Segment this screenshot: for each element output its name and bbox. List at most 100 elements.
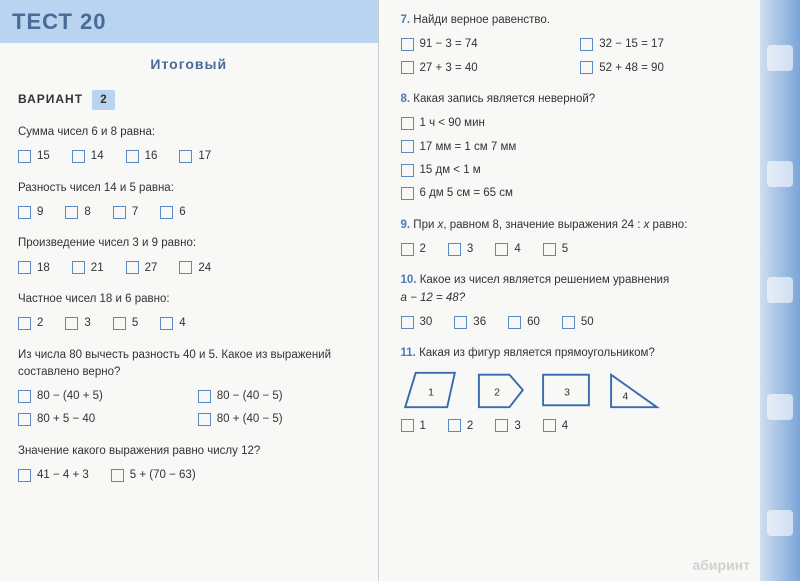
- q7-opt-d: 52 + 48 = 90: [599, 59, 664, 77]
- svg-text:4: 4: [622, 390, 628, 402]
- checkbox-icon[interactable]: [113, 206, 126, 219]
- edge-decoration-icon: [767, 45, 793, 71]
- q10-eq: a − 12 = 48?: [401, 292, 466, 304]
- q9-text-c: равно:: [649, 219, 687, 231]
- checkbox-icon[interactable]: [508, 316, 521, 329]
- checkbox-icon[interactable]: [401, 117, 414, 130]
- q7-text: Найди верное равенство.: [413, 14, 550, 26]
- q10-num: 10.: [401, 274, 417, 286]
- checkbox-icon[interactable]: [179, 261, 192, 274]
- q9-opt-d: 5: [562, 240, 568, 258]
- checkbox-icon[interactable]: [111, 469, 124, 482]
- test-title: ТЕСТ 20: [12, 4, 366, 39]
- checkbox-icon[interactable]: [160, 317, 173, 330]
- q11-opt-b: 2: [467, 417, 473, 435]
- q2-opt-a: 9: [37, 203, 43, 221]
- checkbox-icon[interactable]: [65, 317, 78, 330]
- checkbox-icon[interactable]: [543, 243, 556, 256]
- checkbox-icon[interactable]: [495, 243, 508, 256]
- checkbox-icon[interactable]: [179, 150, 192, 163]
- checkbox-icon[interactable]: [126, 150, 139, 163]
- checkbox-icon[interactable]: [580, 61, 593, 74]
- checkbox-icon[interactable]: [18, 261, 31, 274]
- q7-opt-c: 27 + 3 = 40: [420, 59, 478, 77]
- q1-opt-b: 14: [91, 147, 104, 165]
- question-11: 11. Какая из фигур является прямоугольни…: [401, 345, 743, 435]
- checkbox-icon[interactable]: [198, 390, 211, 403]
- question-8: 8. Какая запись является неверной? 1 ч <…: [401, 91, 743, 203]
- checkbox-icon[interactable]: [18, 413, 31, 426]
- q1-text: Сумма чисел 6 и 8 равна:: [18, 124, 360, 141]
- q1-opt-a: 15: [37, 147, 50, 165]
- side-tab-strip: [760, 0, 800, 581]
- checkbox-icon[interactable]: [18, 150, 31, 163]
- checkbox-icon[interactable]: [198, 413, 211, 426]
- checkbox-icon[interactable]: [448, 243, 461, 256]
- checkbox-icon[interactable]: [454, 316, 467, 329]
- q10-opt-d: 50: [581, 313, 594, 331]
- checkbox-icon[interactable]: [160, 206, 173, 219]
- checkbox-icon[interactable]: [495, 419, 508, 432]
- q9-text-b: , равном 8, значение выражения 24 :: [443, 219, 643, 231]
- checkbox-icon[interactable]: [401, 38, 414, 51]
- question-6: Значение какого выражения равно числу 12…: [18, 443, 360, 485]
- q8-opt-a: 1 ч < 90 мин: [420, 114, 485, 132]
- q8-opt-c: 15 дм < 1 м: [420, 161, 481, 179]
- checkbox-icon[interactable]: [18, 317, 31, 330]
- q9-opt-b: 3: [467, 240, 473, 258]
- q5-opt-d: 80 + (40 − 5): [217, 410, 283, 428]
- shape-rectangle-icon: 3: [537, 369, 595, 411]
- q8-text: Какая запись является неверной?: [413, 93, 595, 105]
- checkbox-icon[interactable]: [18, 469, 31, 482]
- checkbox-icon[interactable]: [448, 419, 461, 432]
- checkbox-icon[interactable]: [401, 316, 414, 329]
- question-3: Произведение чисел 3 и 9 равно: 18 21 27…: [18, 235, 360, 277]
- checkbox-icon[interactable]: [543, 419, 556, 432]
- q5-text: Из числа 80 вычесть разность 40 и 5. Как…: [18, 347, 360, 382]
- question-7: 7. Найди верное равенство. 91 − 3 = 74 3…: [401, 12, 743, 77]
- checkbox-icon[interactable]: [580, 38, 593, 51]
- checkbox-icon[interactable]: [72, 261, 85, 274]
- checkbox-icon[interactable]: [65, 206, 78, 219]
- q2-text: Разность чисел 14 и 5 равна:: [18, 180, 360, 197]
- q2-opt-b: 8: [84, 203, 90, 221]
- q9-opt-c: 4: [514, 240, 520, 258]
- q9-num: 9.: [401, 219, 411, 231]
- checkbox-icon[interactable]: [401, 419, 414, 432]
- q10-opt-b: 36: [473, 313, 486, 331]
- q8-opt-b: 17 мм = 1 см 7 мм: [420, 138, 517, 156]
- q4-opt-a: 2: [37, 314, 43, 332]
- q5-opt-b: 80 − (40 − 5): [217, 387, 283, 405]
- variant: ВАРИАНТ 2: [18, 90, 360, 110]
- question-9: 9. При x, равном 8, значение выражения 2…: [401, 217, 743, 259]
- q11-opt-a: 1: [420, 417, 426, 435]
- q8-num: 8.: [401, 93, 411, 105]
- checkbox-icon[interactable]: [401, 140, 414, 153]
- q11-num: 11.: [401, 347, 416, 359]
- q1-opt-d: 17: [198, 147, 211, 165]
- q11-text: Какая из фигур является прямоугольником?: [419, 347, 655, 359]
- q5-opt-a: 80 − (40 + 5): [37, 387, 103, 405]
- checkbox-icon[interactable]: [562, 316, 575, 329]
- q11-opt-c: 3: [514, 417, 520, 435]
- shape-trapezoid-icon: 1: [401, 369, 459, 411]
- variant-num: 2: [92, 90, 114, 110]
- checkbox-icon[interactable]: [401, 164, 414, 177]
- checkbox-icon[interactable]: [113, 317, 126, 330]
- shape-pentagon-icon: 2: [469, 369, 527, 411]
- question-10: 10. Какое из чисел является решением ура…: [401, 272, 743, 331]
- checkbox-icon[interactable]: [18, 390, 31, 403]
- q6-opt-a: 41 − 4 + 3: [37, 466, 89, 484]
- q3-text: Произведение чисел 3 и 9 равно:: [18, 235, 360, 252]
- checkbox-icon[interactable]: [401, 243, 414, 256]
- checkbox-icon[interactable]: [401, 187, 414, 200]
- q10-opt-a: 30: [420, 313, 433, 331]
- q1-opt-c: 16: [145, 147, 158, 165]
- shape-triangle-icon: 4: [605, 369, 663, 411]
- edge-decoration-icon: [767, 510, 793, 536]
- checkbox-icon[interactable]: [72, 150, 85, 163]
- checkbox-icon[interactable]: [126, 261, 139, 274]
- checkbox-icon[interactable]: [401, 61, 414, 74]
- q8-opt-d: 6 дм 5 см = 65 см: [420, 184, 513, 202]
- checkbox-icon[interactable]: [18, 206, 31, 219]
